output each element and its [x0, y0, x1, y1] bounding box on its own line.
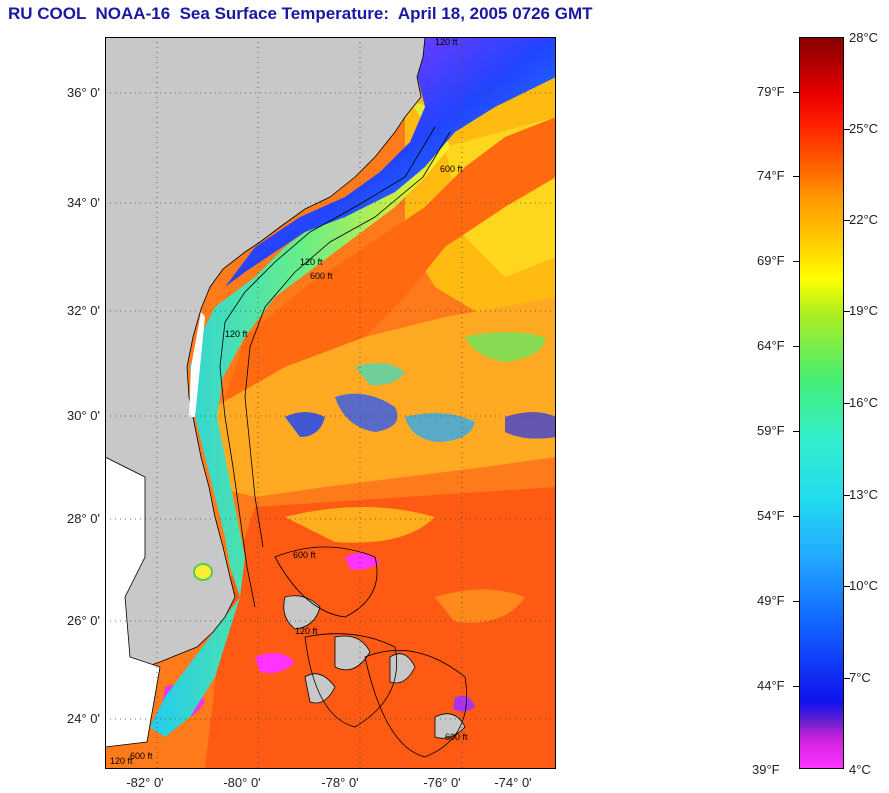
colorbar-fahrenheit-label: 69°F — [757, 253, 785, 268]
colorbar-fahrenheit-label: 74°F — [757, 168, 785, 183]
colorbar-tick — [793, 516, 799, 517]
bahamas-islands — [283, 595, 466, 739]
eddy-blue-3 — [285, 412, 325, 437]
eddy-blue-1 — [335, 393, 398, 432]
contour-label: 600 ft — [130, 751, 153, 761]
contour-label: 120 ft — [435, 37, 458, 47]
colorbar-fahrenheit-label: 59°F — [757, 423, 785, 438]
sst-map-canvas: 120 ft 600 ft 120 ft 600 ft 120 ft 600 f… — [105, 37, 556, 769]
colorbar-fahrenheit-label: 64°F — [757, 338, 785, 353]
colorbar-celsius-label: 28°C — [849, 30, 879, 45]
colorbar-celsius-label: 22°C — [849, 212, 879, 227]
colorbar-celsius-label: 4°C — [849, 762, 871, 777]
contour-label: 600 ft — [310, 271, 333, 281]
sst-map: 120 ft 600 ft 120 ft 600 ft 120 ft 600 f… — [105, 37, 556, 769]
colorbar-tick — [844, 403, 850, 404]
latitude-label: 34° 0' — [67, 195, 100, 210]
temperature-colorbar — [799, 37, 844, 769]
colorbar-tick — [793, 686, 799, 687]
colorbar-tick — [844, 678, 850, 679]
latitude-label: 24° 0' — [67, 711, 100, 726]
colorbar-fahrenheit-label: 39°F — [752, 762, 780, 777]
latitude-label: 32° 0' — [67, 303, 100, 318]
map-frame — [105, 37, 556, 769]
colorbar-celsius-label: 19°C — [849, 303, 879, 318]
contour-label: 600 ft — [440, 164, 463, 174]
colorbar-tick — [844, 495, 850, 496]
longitude-label: -80° 0' — [223, 775, 261, 790]
colorbar-tick — [793, 601, 799, 602]
contour-600ft — [244, 131, 451, 548]
colorbar-tick — [844, 311, 850, 312]
north-cold-water — [225, 37, 556, 287]
contour-label: 120 ft — [110, 756, 133, 766]
latitude-label: 36° 0' — [67, 85, 100, 100]
ocean-south-yellow-patch — [285, 507, 435, 543]
colorbar-celsius-label: 16°C — [849, 395, 879, 410]
eddy-green-1 — [465, 332, 545, 362]
ocean-south-magenta-1 — [345, 553, 380, 570]
ocean-south-magenta-2 — [255, 653, 295, 674]
colorbar-fahrenheit-label: 49°F — [757, 593, 785, 608]
eddy-blue-2 — [405, 413, 475, 442]
colorbar-celsius-label: 25°C — [849, 121, 879, 136]
colorbar-celsius-label: 7°C — [849, 670, 871, 685]
gulf-of-mexico — [105, 456, 161, 748]
colorbar-tick — [793, 431, 799, 432]
ocean-mixed-band — [215, 297, 556, 497]
colorbar-tick — [793, 176, 799, 177]
ocean-south-yellow-2 — [435, 589, 525, 623]
contour-label: 120 ft — [300, 257, 323, 267]
contour-label: 120 ft — [295, 626, 318, 636]
colorbar-celsius-label: 10°C — [849, 578, 879, 593]
ocean-south-magenta-4 — [453, 695, 475, 712]
latitude-label: 28° 0' — [67, 511, 100, 526]
latitude-label: 30° 0' — [67, 408, 100, 423]
colorbar-celsius-label: 13°C — [849, 487, 879, 502]
gulf-stream — [225, 117, 556, 407]
contour-label: 600 ft — [445, 732, 468, 742]
colorbar-fahrenheit-label: 79°F — [757, 84, 785, 99]
colorbar-tick — [793, 92, 799, 93]
colorbar-tick — [793, 346, 799, 347]
colorbar-tick — [793, 261, 799, 262]
latitude-label: 26° 0' — [67, 613, 100, 628]
colorbar-tick — [844, 586, 850, 587]
lake-okeechobee — [193, 563, 213, 581]
eddy-green-2 — [355, 363, 405, 386]
colorbar-fahrenheit-label: 54°F — [757, 508, 785, 523]
longitude-label: -82° 0' — [126, 775, 164, 790]
longitude-label: -74° 0' — [494, 775, 532, 790]
cloud-patch — [189, 312, 205, 417]
colorbar-tick — [844, 220, 850, 221]
contour-120ft — [219, 126, 436, 608]
contour-label: 120 ft — [225, 329, 248, 339]
longitude-label: -76° 0' — [423, 775, 461, 790]
colorbar-fahrenheit-label: 44°F — [757, 678, 785, 693]
land-us-southeast — [105, 37, 426, 668]
colorbar-tick — [844, 129, 850, 130]
contour-bahamas — [274, 546, 468, 758]
graticule — [105, 37, 556, 769]
contour-label: 600 ft — [293, 550, 316, 560]
map-title: RU COOL NOAA-16 Sea Surface Temperature:… — [8, 4, 593, 23]
eddy-blue-4 — [505, 412, 556, 439]
longitude-label: -78° 0' — [321, 775, 359, 790]
